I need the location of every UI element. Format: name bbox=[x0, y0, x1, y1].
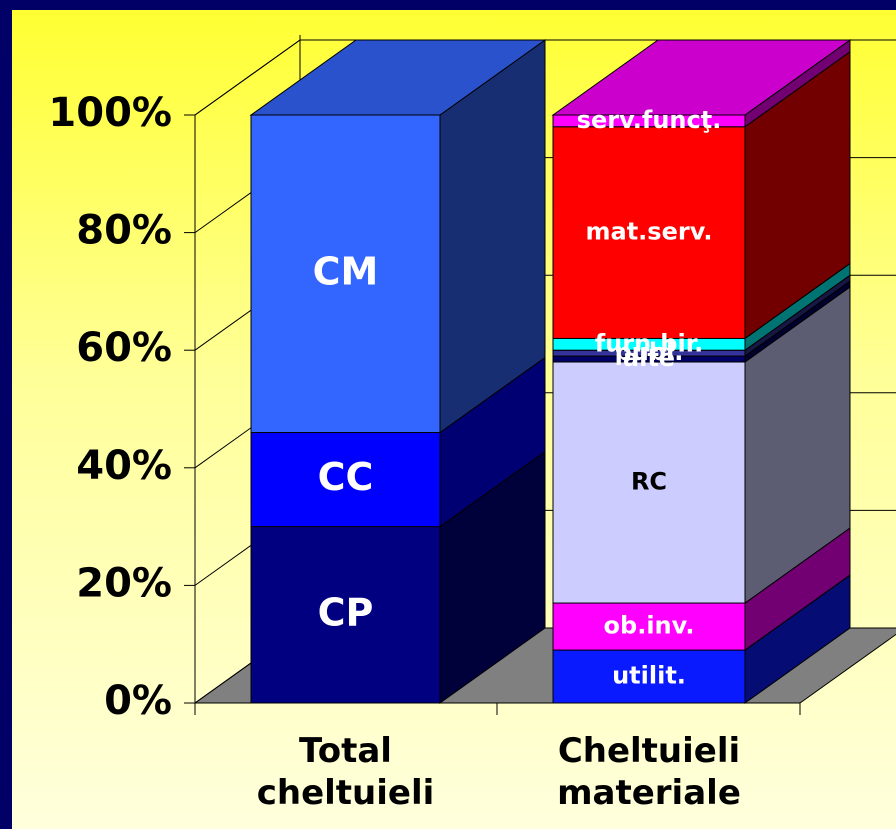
bar-stack bbox=[551, 39, 852, 704]
x-tick-label: Total cheltuieli bbox=[256, 731, 435, 813]
y-tick-label: 40% bbox=[76, 443, 172, 489]
y-tick-label: 100% bbox=[48, 90, 172, 136]
x-tick-label: Cheltuieli materiale bbox=[557, 731, 741, 813]
bar bbox=[552, 649, 746, 704]
data-label: publ. bbox=[615, 338, 684, 366]
bar bbox=[552, 602, 746, 651]
bar bbox=[250, 432, 441, 528]
bar bbox=[250, 114, 441, 434]
bar-top bbox=[249, 39, 547, 116]
data-label: CC bbox=[318, 455, 374, 499]
y-tick-label: 80% bbox=[76, 208, 172, 254]
grid-line bbox=[194, 39, 301, 116]
data-label: serv.funcţ. bbox=[577, 106, 722, 134]
bar-top bbox=[551, 39, 852, 116]
y-tick-label: 20% bbox=[76, 560, 172, 606]
data-label: ob.inv. bbox=[604, 612, 695, 640]
data-label: furn.bir. bbox=[595, 329, 704, 357]
bar bbox=[552, 126, 746, 339]
data-label: CM bbox=[313, 249, 379, 293]
y-tick-label: 60% bbox=[76, 325, 172, 371]
y-tick-label: 0% bbox=[104, 678, 172, 724]
data-label: RC bbox=[631, 468, 667, 496]
bar-stack bbox=[249, 39, 547, 704]
data-label: utilit. bbox=[612, 662, 686, 690]
data-label: CP bbox=[318, 590, 374, 634]
data-label: alte bbox=[623, 344, 675, 372]
bar bbox=[250, 526, 441, 704]
bar bbox=[552, 361, 746, 604]
data-label: mat.serv. bbox=[586, 218, 713, 246]
